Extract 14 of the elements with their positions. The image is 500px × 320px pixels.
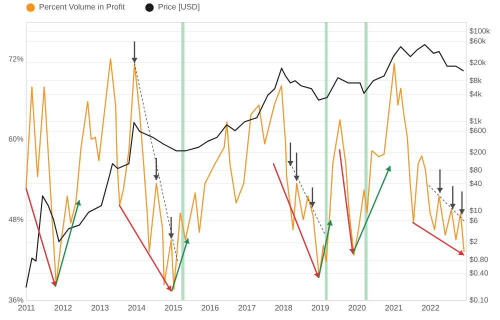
x-tick-label: 2014 (128, 304, 146, 312)
legend-label: Price [USD] (158, 2, 200, 12)
x-tick-label: 2011 (18, 304, 36, 312)
x-tick-label: 2021 (384, 304, 404, 312)
x-tick-label: 2017 (238, 304, 256, 312)
x-tick-label: 2022 (422, 304, 440, 312)
x-tick-label: 2019 (311, 304, 330, 312)
legend-label: Percent Volume in Profit (39, 2, 126, 12)
x-tick-label: 2016 (201, 304, 220, 312)
x-tick-label: 2012 (54, 304, 73, 312)
x-tick-label: 2015 (164, 304, 183, 312)
x-tick-label: 2018 (274, 304, 294, 312)
x-tick-label: 2013 (91, 304, 110, 312)
x-tick-label: 2020 (348, 304, 366, 312)
